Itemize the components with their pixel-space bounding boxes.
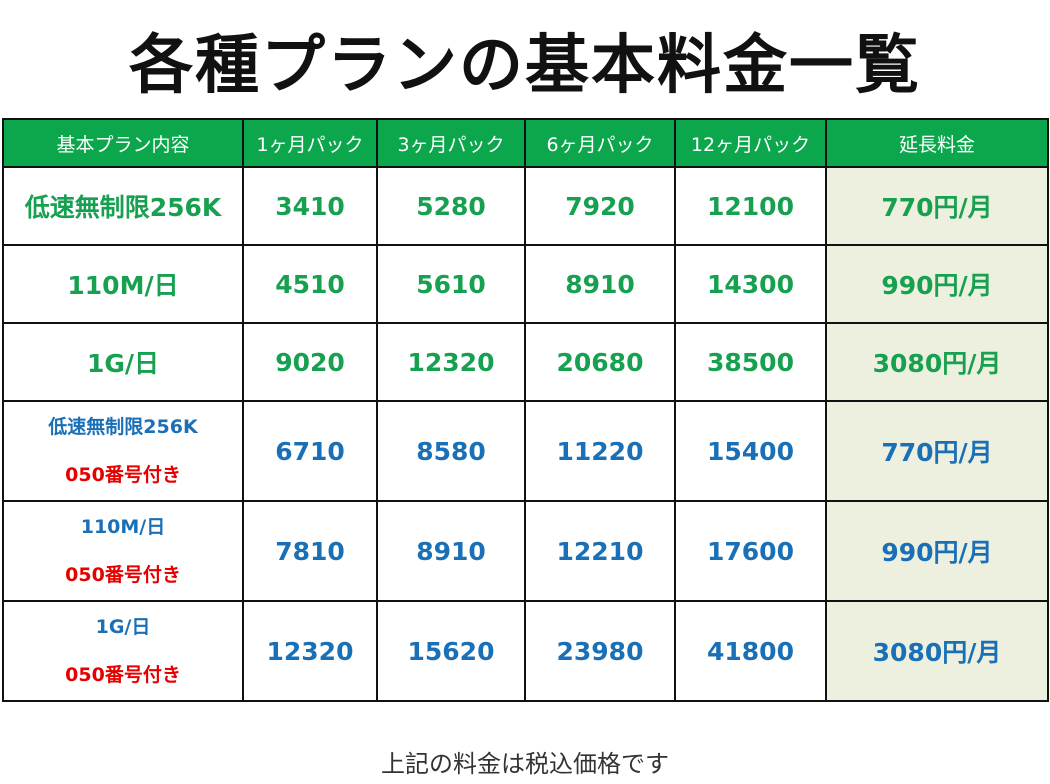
price-cell: 38500 xyxy=(674,322,827,402)
table-header-row: 基本プラン内容 1ヶ月パック 3ヶ月パック 6ヶ月パック 12ヶ月パック 延長料… xyxy=(2,118,1049,168)
table-row: 低速無制限256K 050番号付き 6710 8580 11220 15400 770円/月 xyxy=(2,400,1049,502)
table-row: 110M/日 050番号付き 7810 8910 12210 17600 990円/月 xyxy=(2,500,1049,602)
price-cell: 12210 xyxy=(524,500,676,602)
header-1month: 1ヶ月パック xyxy=(242,118,378,168)
price-cell: 6710 xyxy=(242,400,378,502)
footnote: 上記の料金は税込価格です xyxy=(381,750,669,778)
price-cell: 20680 xyxy=(524,322,676,402)
plan-name: 低速無制限256K xyxy=(2,166,244,246)
plan-option: 050番号付き xyxy=(65,664,181,686)
price-cell: 5610 xyxy=(376,244,526,324)
price-cell: 8580 xyxy=(376,400,526,502)
price-cell: 9020 xyxy=(242,322,378,402)
extension-price: 990円/月 xyxy=(825,244,1049,324)
price-cell: 41800 xyxy=(674,600,827,702)
price-cell: 3410 xyxy=(242,166,378,246)
plan-option: 050番号付き xyxy=(65,564,181,586)
plan-cell: 110M/日 050番号付き xyxy=(2,500,244,602)
plan-name: 1G/日 xyxy=(2,322,244,402)
plan-name: 110M/日 xyxy=(2,244,244,324)
plan-option: 050番号付き xyxy=(65,464,181,486)
price-cell: 8910 xyxy=(376,500,526,602)
page-title: 各種プランの基本料金一覧 xyxy=(129,29,921,103)
plan-cell: 1G/日 050番号付き xyxy=(2,600,244,702)
price-cell: 14300 xyxy=(674,244,827,324)
plan-cell: 低速無制限256K 050番号付き xyxy=(2,400,244,502)
table-row: 110M/日 4510 5610 8910 14300 990円/月 xyxy=(2,244,1049,324)
header-3month: 3ヶ月パック xyxy=(376,118,526,168)
price-cell: 23980 xyxy=(524,600,676,702)
price-cell: 11220 xyxy=(524,400,676,502)
header-6month: 6ヶ月パック xyxy=(524,118,676,168)
extension-price: 3080円/月 xyxy=(825,322,1049,402)
header-plan: 基本プラン内容 xyxy=(2,118,244,168)
price-cell: 7810 xyxy=(242,500,378,602)
price-cell: 15620 xyxy=(376,600,526,702)
header-12month: 12ヶ月パック xyxy=(674,118,827,168)
price-cell: 4510 xyxy=(242,244,378,324)
plan-name: 110M/日 xyxy=(80,516,166,538)
extension-price: 3080円/月 xyxy=(825,600,1049,702)
header-extension: 延長料金 xyxy=(825,118,1049,168)
price-cell: 8910 xyxy=(524,244,676,324)
plan-name: 1G/日 xyxy=(95,616,151,638)
price-cell: 5280 xyxy=(376,166,526,246)
price-cell: 17600 xyxy=(674,500,827,602)
extension-price: 990円/月 xyxy=(825,500,1049,602)
price-cell: 12320 xyxy=(376,322,526,402)
table-row: 1G/日 050番号付き 12320 15620 23980 41800 3080円/月 xyxy=(2,600,1049,702)
table-row: 1G/日 9020 12320 20680 38500 3080円/月 xyxy=(2,322,1049,402)
extension-price: 770円/月 xyxy=(825,166,1049,246)
price-cell: 12100 xyxy=(674,166,827,246)
extension-price: 770円/月 xyxy=(825,400,1049,502)
price-cell: 7920 xyxy=(524,166,676,246)
price-cell: 15400 xyxy=(674,400,827,502)
plan-name: 低速無制限256K xyxy=(48,416,198,438)
price-cell: 12320 xyxy=(242,600,378,702)
price-table: 基本プラン内容 1ヶ月パック 3ヶ月パック 6ヶ月パック 12ヶ月パック 延長料… xyxy=(2,118,1049,702)
table-row: 低速無制限256K 3410 5280 7920 12100 770円/月 xyxy=(2,166,1049,246)
